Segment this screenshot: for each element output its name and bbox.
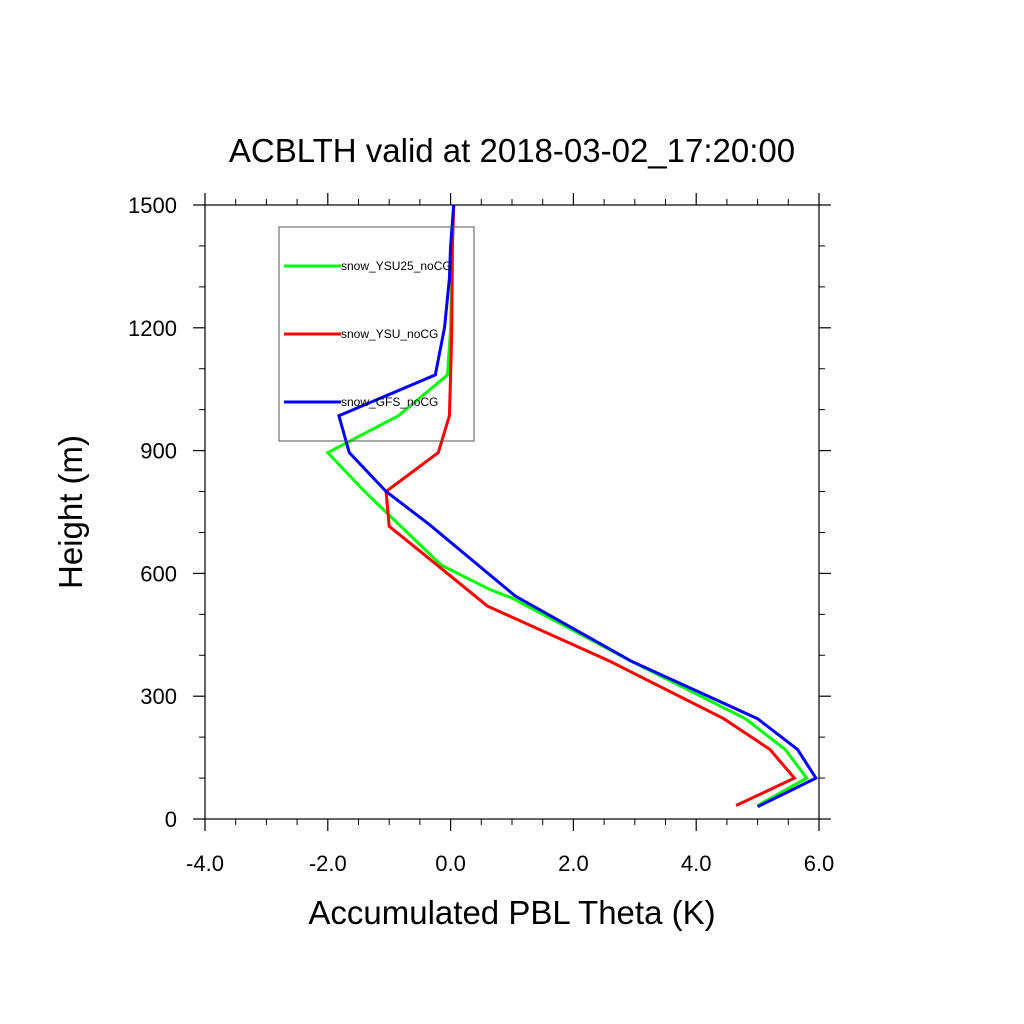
axis-ticks: -4.0 -2.0 0.0 2.0 4.0 6.0 0 300 600 900 1200 1500: [128, 193, 834, 876]
legend-label-snow_GFS_noCG: snow_GFS_noCG: [341, 395, 438, 409]
y-tick-label: 900: [140, 439, 177, 464]
y-tick-label: 300: [140, 684, 177, 709]
plot-marks: [325, 204, 819, 809]
y-axis-label: Height (m): [52, 435, 89, 589]
plot-frame: [204, 204, 820, 820]
series-line-snow_GFS_noCG: [337, 204, 819, 809]
legend: snow_YSU25_noCG snow_YSU_noCG snow_GFS_noC…: [278, 226, 475, 442]
y-tick-label: 1200: [128, 316, 177, 341]
y-tick-label: 1500: [128, 193, 177, 218]
legend-label-snow_YSU25_noCG: snow_YSU25_noCG: [341, 259, 452, 273]
y-tick-label: 600: [140, 561, 177, 586]
x-tick-label: 4.0: [681, 851, 712, 876]
x-tick-label: 2.0: [558, 851, 589, 876]
x-axis-label: Accumulated PBL Theta (K): [308, 894, 715, 931]
legend-box: [278, 226, 475, 442]
y-tick-label: 0: [165, 807, 177, 832]
x-tick-label: -2.0: [309, 851, 347, 876]
legend-label-snow_YSU_noCG: snow_YSU_noCG: [341, 327, 438, 341]
series-line-snow_YSU_noCG: [384, 204, 797, 807]
chart-title: ACBLTH valid at 2018-03-02_17:20:00: [229, 132, 795, 169]
series-line-snow_YSU25_noCG: [325, 204, 809, 807]
x-tick-label: 0.0: [435, 851, 466, 876]
x-tick-label: -4.0: [186, 851, 224, 876]
x-tick-label: 6.0: [804, 851, 835, 876]
